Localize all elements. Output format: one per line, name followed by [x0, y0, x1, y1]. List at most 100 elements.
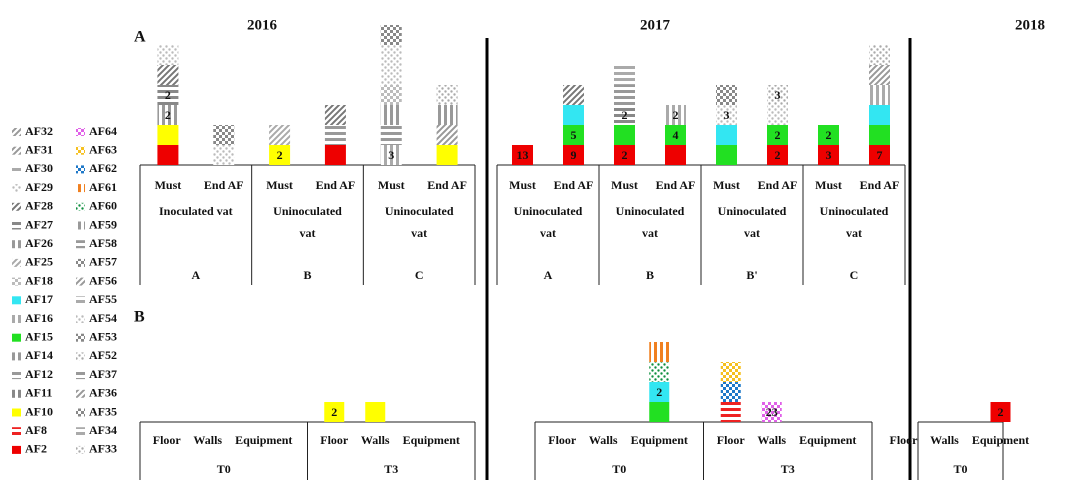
bar-segment: [213, 125, 235, 145]
bar-segment: [324, 402, 345, 422]
legend-swatch: [76, 221, 85, 230]
segment-label: 7: [877, 148, 883, 162]
legend-label: AF16: [25, 311, 53, 325]
legend-label: AF25: [25, 255, 53, 269]
bar-label: Equipment: [235, 433, 292, 447]
legend-label: AF12: [25, 367, 53, 381]
legend-label: AF57: [89, 255, 117, 269]
bar-label: Must: [266, 178, 293, 192]
vat-label: vat: [411, 226, 427, 240]
panel-label: B: [134, 309, 145, 326]
bar-segment: [614, 85, 635, 105]
legend-swatch: [12, 427, 21, 436]
vat-label: vat: [300, 226, 316, 240]
bar-segment: [614, 65, 635, 85]
bar-segment: [324, 105, 346, 125]
legend-label: AF11: [25, 386, 52, 400]
bar-label: Walls: [930, 433, 959, 447]
bar-segment: [665, 125, 686, 145]
bar-segment: [157, 125, 179, 145]
legend-label: AF32: [25, 124, 53, 138]
bar-label: Floor: [153, 433, 182, 447]
legend-swatch: [12, 221, 21, 230]
bar-label: End AF: [316, 178, 356, 192]
group-label: B: [646, 268, 654, 282]
vat-label: Uninoculated: [273, 204, 342, 218]
bar-segment: [767, 145, 788, 165]
segment-label: 2: [622, 148, 628, 162]
year-label: 2018: [1015, 17, 1045, 33]
legend-label: AF26: [25, 236, 53, 250]
legend-label: AF35: [89, 404, 117, 418]
segment-label: 13: [517, 148, 529, 162]
bar-segment: [213, 145, 235, 165]
legend-label: AF14: [25, 348, 53, 362]
legend-swatch: [12, 146, 21, 155]
bar-segment: [157, 85, 179, 105]
bar-label: Equipment: [972, 433, 1029, 447]
bar-segment: [157, 105, 179, 125]
bar-segment: [869, 85, 890, 105]
bar-segment: [716, 145, 737, 165]
bar-segment: [157, 45, 179, 65]
legend-swatch: [12, 389, 21, 398]
bar-segment: [157, 65, 179, 85]
bar-label: End AF: [427, 178, 467, 192]
legend-swatch: [76, 296, 85, 305]
legend-label: AF52: [89, 348, 117, 362]
bar-segment: [767, 125, 788, 145]
bar-segment: [869, 65, 890, 85]
segment-label: 2: [277, 148, 283, 162]
bar-label: End AF: [656, 178, 696, 192]
bar-segment: [716, 105, 737, 125]
segment-label: 4: [673, 128, 679, 142]
legend-label: AF33: [89, 442, 117, 456]
bar-segment: [324, 125, 346, 145]
legend-swatch: [12, 240, 21, 249]
bar-segment: [436, 85, 458, 105]
bar-segment: [614, 105, 635, 125]
bar-label: Floor: [548, 433, 577, 447]
legend-label: AF28: [25, 199, 53, 213]
legend-swatch: [76, 408, 85, 417]
vat-label: Uninoculated: [616, 204, 685, 218]
legend-label: AF55: [89, 292, 117, 306]
bar-segment: [720, 382, 741, 402]
vat-label: Uninoculated: [514, 204, 583, 218]
legend-swatch: [76, 184, 85, 193]
bar-label: Must: [611, 178, 638, 192]
legend-swatch: [76, 427, 85, 436]
group-label: T0: [953, 462, 967, 476]
legend-swatch: [76, 315, 85, 323]
vat-label: Uninoculated: [820, 204, 889, 218]
bar-segment: [380, 85, 402, 105]
legend-label: AF8: [25, 423, 47, 437]
segment-label: 2: [622, 108, 628, 122]
legend-swatch: [76, 202, 85, 211]
bar-label: Equipment: [403, 433, 460, 447]
legend-swatch: [76, 258, 85, 267]
bar-label: Floor: [890, 433, 919, 447]
legend-swatch: [12, 128, 21, 136]
segment-label: 3: [388, 148, 394, 162]
segment-label: 2: [656, 385, 662, 399]
group-label: T0: [217, 462, 231, 476]
legend-swatch: [76, 352, 85, 361]
legend-swatch: [76, 333, 85, 342]
segment-label: 3: [826, 148, 832, 162]
bar-segment: [380, 45, 402, 65]
segment-label: 2: [165, 108, 171, 122]
bar-segment: [649, 402, 670, 422]
year-label: 2016: [247, 17, 278, 33]
segment-label: 9: [571, 148, 577, 162]
bar-segment: [869, 145, 890, 165]
vat-label: Uninoculated: [385, 204, 454, 218]
bar-label: Must: [815, 178, 842, 192]
group-label: A: [191, 268, 200, 282]
legend-label: AF64: [89, 124, 117, 138]
legend-swatch: [12, 333, 21, 342]
bar-segment: [665, 105, 686, 125]
segment-label: 2: [775, 128, 781, 142]
legend-label: AF15: [25, 329, 53, 343]
bar-segment: [869, 105, 890, 125]
